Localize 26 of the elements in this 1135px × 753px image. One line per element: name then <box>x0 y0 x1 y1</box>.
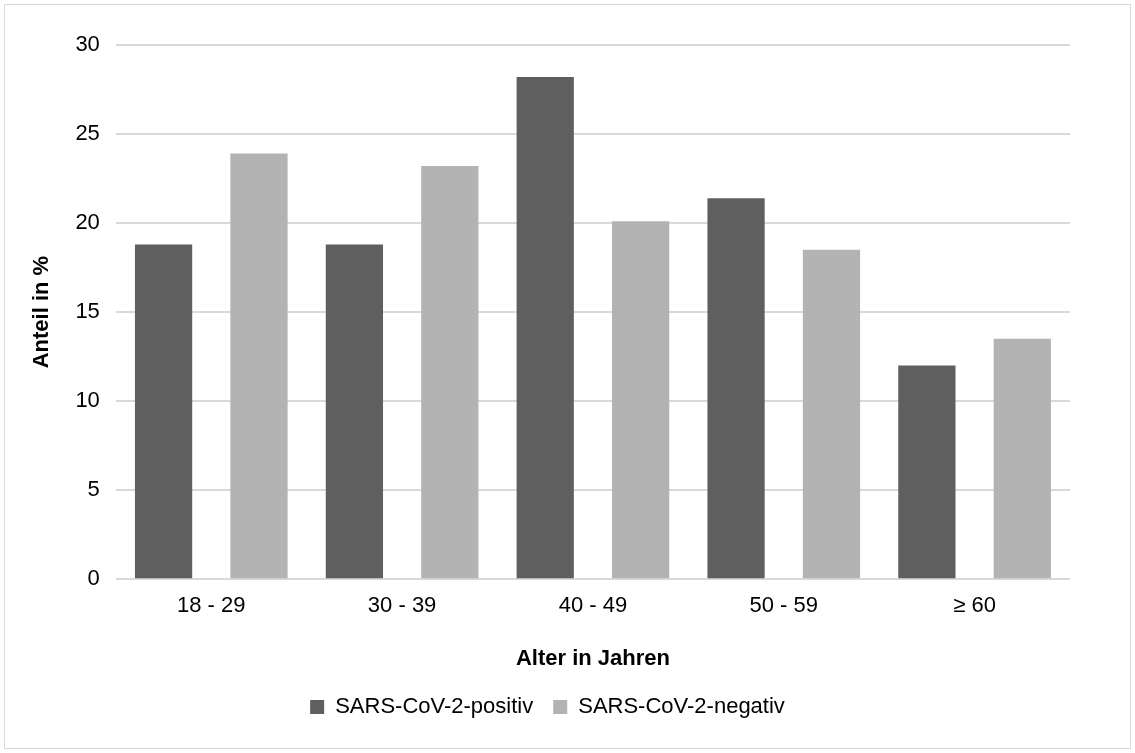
bar <box>898 365 956 579</box>
bar <box>516 77 574 579</box>
legend-label: SARS-CoV-2-negativ <box>578 693 785 719</box>
x-tick-label: 18 - 29 <box>177 592 246 618</box>
x-tick-label: 50 - 59 <box>749 592 819 618</box>
y-tick-label: 10 <box>75 387 100 413</box>
bar <box>325 244 384 579</box>
bar <box>134 244 193 579</box>
bar <box>993 338 1051 579</box>
x-tick-label: 40 - 49 <box>558 592 628 618</box>
bar <box>421 166 479 579</box>
x-tick-label: 30 - 39 <box>367 592 437 618</box>
y-axis-title: Anteil in % <box>28 255 54 369</box>
bar <box>707 198 765 579</box>
x-tick-label: ≥ 60 <box>953 592 996 618</box>
bar <box>230 153 288 579</box>
y-tick-label: 20 <box>75 209 100 235</box>
y-tick-label: 5 <box>87 476 100 502</box>
y-tick-label: 15 <box>75 298 100 324</box>
x-axis-title: Alter in Jahren <box>515 644 670 670</box>
legend-label: SARS-CoV-2-positiv <box>335 693 534 719</box>
bar <box>802 249 861 579</box>
y-tick-label: 0 <box>87 565 100 591</box>
y-tick-label: 25 <box>75 120 100 146</box>
y-tick-label: 30 <box>75 31 100 57</box>
bar <box>612 221 670 579</box>
